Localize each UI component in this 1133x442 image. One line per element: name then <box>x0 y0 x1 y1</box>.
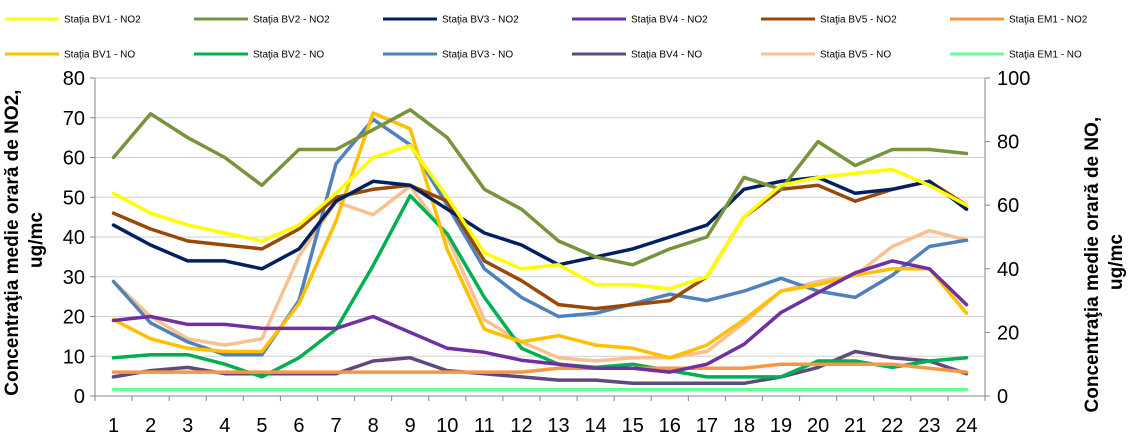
x-tick-label: 14 <box>585 415 607 437</box>
legend-label: Staţia BV2 - NO <box>253 50 324 61</box>
x-tick-label: 9 <box>405 415 416 437</box>
x-tick-label: 1 <box>108 415 119 437</box>
x-tick-label: 22 <box>881 415 903 437</box>
series-line-11 <box>111 184 969 363</box>
x-tick-label: 8 <box>368 415 379 437</box>
x-tick-label: 6 <box>293 415 304 437</box>
x-tick-label: 15 <box>622 415 644 437</box>
axes <box>90 77 990 401</box>
x-tick-label: 12 <box>510 415 532 437</box>
series-line-6 <box>111 362 969 374</box>
y-left-tick-label: 10 <box>63 346 85 368</box>
x-tick-label: 13 <box>547 415 569 437</box>
y-right-tick-label: 0 <box>997 386 1008 408</box>
series-line-1 <box>111 143 969 291</box>
x-tick-label: 24 <box>955 415 977 437</box>
x-tick-label: 17 <box>696 415 718 437</box>
x-tick-label: 4 <box>219 415 230 437</box>
series-lines <box>111 108 969 392</box>
y-left-tick-label: 50 <box>63 187 85 209</box>
series-line-7 <box>111 111 969 360</box>
x-tick-label: 10 <box>436 415 458 437</box>
y-right-tick-label: 80 <box>997 132 1019 154</box>
y-right-tick-label: 20 <box>997 322 1019 344</box>
x-tick-label: 11 <box>474 415 495 437</box>
legend-label: Staţia BV3 - NO <box>442 50 513 61</box>
legend-label: Staţia EM1 - NO <box>1009 50 1082 61</box>
x-tick-label: 2 <box>145 415 156 437</box>
x-tick-label: 18 <box>733 415 755 437</box>
legend-label: Staţia EM1 - NO2 <box>1009 15 1088 26</box>
legend-label: Staţia BV5 - NO2 <box>820 15 897 26</box>
y-right-tick-label: 100 <box>997 68 1030 90</box>
x-tick-label: 19 <box>770 415 792 437</box>
y-left-tick-label: 60 <box>63 148 85 170</box>
legend-label: Staţia BV2 - NO2 <box>253 15 330 26</box>
series-line-5 <box>111 179 969 311</box>
y-axis-right-title: Concentraţia medie orară de NO, ug/mc <box>1082 112 1127 413</box>
x-tick-label: 7 <box>330 415 341 437</box>
series-line-9 <box>111 117 969 357</box>
y-left-tick-label: 80 <box>63 68 85 90</box>
x-tick-label: 23 <box>918 415 940 437</box>
y-axis-left-title: Concentraţia medie orară de NO2, ug/mc <box>2 84 47 396</box>
series-line-8 <box>111 193 969 379</box>
x-tick-label: 20 <box>807 415 829 437</box>
x-tick-label: 16 <box>659 415 681 437</box>
y-right-tick-label: 40 <box>997 259 1019 281</box>
y-left-tick-label: 70 <box>63 108 85 130</box>
y-axis-right-title-line-1: Concentraţia medie orară de NO, <box>1082 117 1103 413</box>
y-left-tick-label: 40 <box>63 227 85 249</box>
legend: Staţia BV1 - NO2 Staţia BV2 - NO2 Staţia B… <box>5 15 1088 61</box>
x-tick-label: 21 <box>844 415 866 437</box>
y-axis-left-title-line-1: Concentraţia medie orară de NO2, <box>2 90 23 396</box>
y-left-tick-label: 20 <box>63 307 85 329</box>
y-right-tick-label: 60 <box>997 195 1019 217</box>
legend-label: Staţia BV4 - NO2 <box>631 15 708 26</box>
series-line-3 <box>111 175 969 271</box>
legend-label: Staţia BV3 - NO2 <box>442 15 519 26</box>
x-tick-label: 5 <box>256 415 267 437</box>
x-tick-label: 3 <box>182 415 193 437</box>
y-axis-right-title-line-2: ug/mc <box>1106 234 1127 290</box>
legend-label: Staţia BV1 - NO <box>64 50 135 61</box>
legend-label: Staţia BV5 - NO <box>820 50 891 61</box>
series-line-4 <box>111 259 969 374</box>
legend-label: Staţia BV1 - NO2 <box>64 15 141 26</box>
series-line-2 <box>111 108 969 267</box>
y-left-tick-label: 30 <box>63 267 85 289</box>
y-axis-left-title-line-2: ug/mc <box>26 212 47 268</box>
y-left-tick-label: 0 <box>74 386 85 408</box>
legend-label: Staţia BV4 - NO <box>631 50 702 61</box>
